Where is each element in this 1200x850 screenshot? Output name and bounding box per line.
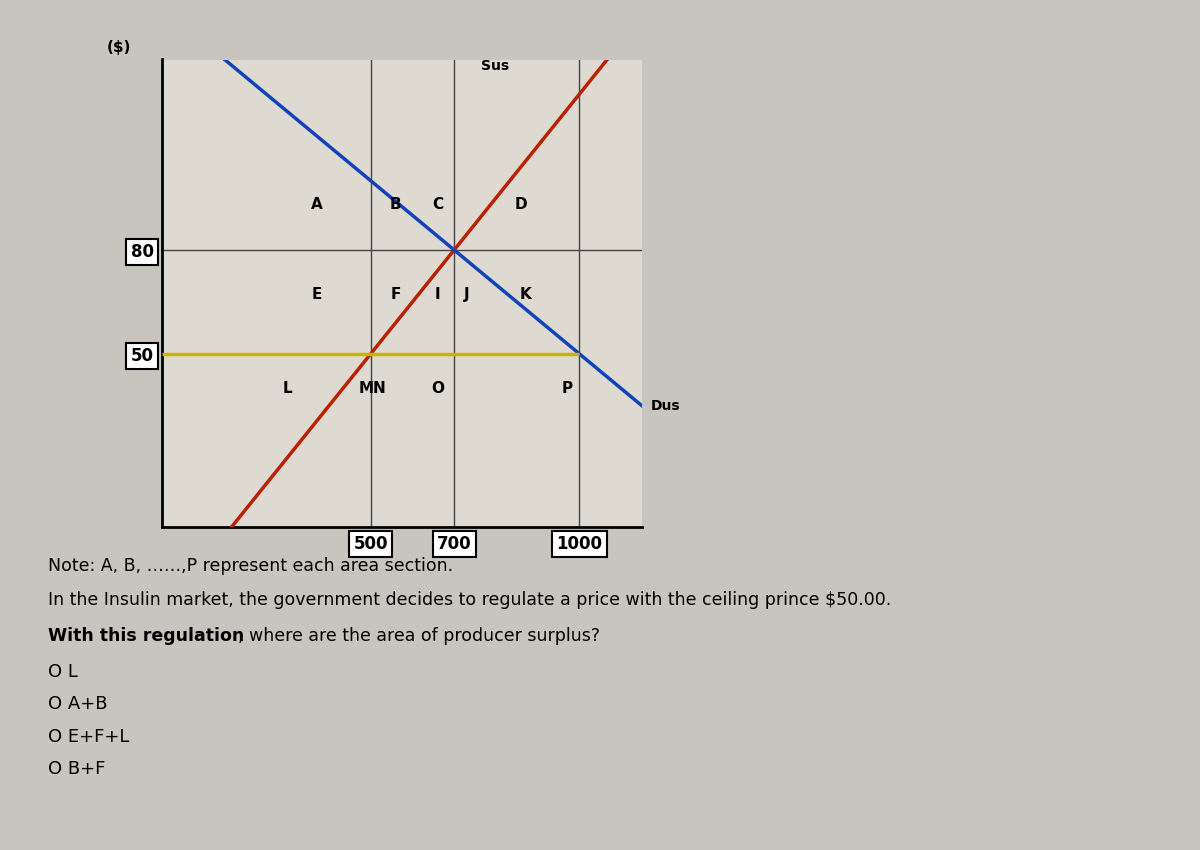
Text: O B+F: O B+F [48,760,106,778]
Text: Note: A, B, ……,P represent each area section.: Note: A, B, ……,P represent each area sec… [48,557,454,575]
Text: B: B [390,197,402,212]
Text: O E+F+L: O E+F+L [48,728,130,745]
Text: In the Insulin market, the government decides to regulate a price with the ceili: In the Insulin market, the government de… [48,591,892,609]
Text: N: N [373,381,385,396]
Text: J: J [464,287,469,303]
Text: O A+B: O A+B [48,695,108,713]
Text: E: E [311,287,322,303]
Text: C: C [432,197,443,212]
Text: With this regulation: With this regulation [48,627,245,645]
Text: K: K [520,287,532,303]
Text: O L: O L [48,663,78,681]
Text: Dus: Dus [650,399,680,413]
Text: O: O [431,381,444,396]
Text: L: L [282,381,292,396]
Text: Sus: Sus [481,60,509,73]
Text: P: P [562,381,572,396]
Text: A: A [311,197,323,212]
Text: ($): ($) [107,40,131,55]
Text: F: F [390,287,401,303]
Text: D: D [515,197,527,212]
Text: I: I [434,287,440,303]
Text: , where are the area of producer surplus?: , where are the area of producer surplus… [238,627,600,645]
Text: M: M [359,381,374,396]
